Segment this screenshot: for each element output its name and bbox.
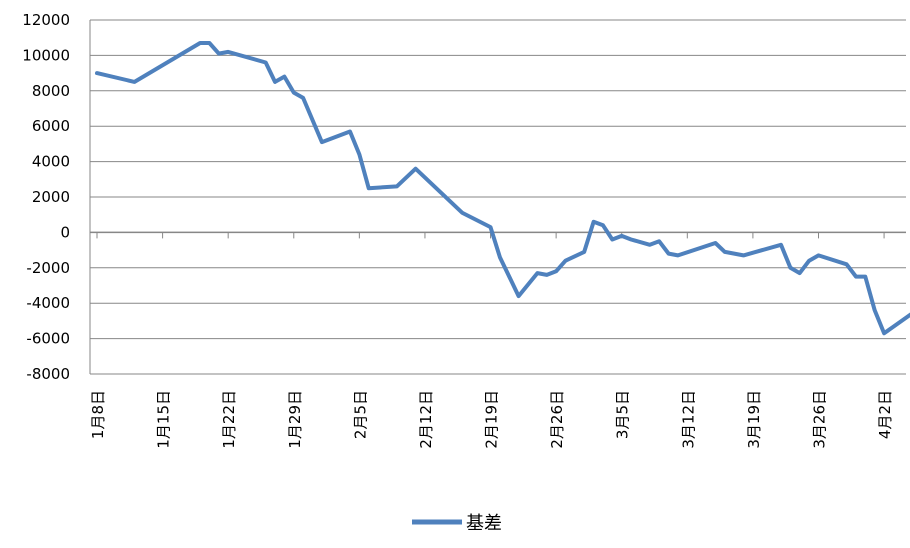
x-tick-label: 2月26日 xyxy=(548,390,566,449)
x-tick-label: 4月2日 xyxy=(876,390,894,439)
x-tick-label: 3月19日 xyxy=(745,390,763,449)
y-axis-ticks: 12000 10000 8000 6000 4000 2000 0 -2000 -4000 -60… xyxy=(22,11,70,383)
y-tick-label: 10000 xyxy=(22,46,70,64)
x-tick-label: 3月26日 xyxy=(810,390,828,449)
y-tick-label: -4000 xyxy=(26,294,70,312)
x-tick-label: 1月8日 xyxy=(89,390,107,439)
x-tick-label: 1月15日 xyxy=(155,390,173,449)
series-layer xyxy=(95,41,910,336)
y-tick-label: 4000 xyxy=(32,153,70,171)
x-tick-label: 2月5日 xyxy=(351,390,369,439)
y-tick-label: 6000 xyxy=(32,117,70,135)
legend-label: 基差 xyxy=(466,513,502,534)
x-tick-label: 3月5日 xyxy=(614,390,632,439)
y-tick-label: 0 xyxy=(60,223,70,241)
y-tick-label: 8000 xyxy=(32,82,70,100)
x-tick-label: 1月29日 xyxy=(286,390,304,449)
x-tick-label: 2月19日 xyxy=(483,390,501,449)
gridlines xyxy=(90,19,906,375)
y-tick-label: 2000 xyxy=(32,188,70,206)
series-line-jicha xyxy=(95,41,910,336)
y-tick-label: -2000 xyxy=(26,259,70,277)
x-axis xyxy=(89,20,906,374)
x-tick-label: 3月12日 xyxy=(679,390,697,449)
x-axis-ticks: 1月8日 1月15日 1月22日 1月29日 2月5日 2月12日 2月19日 2月26日 3月… xyxy=(89,232,894,449)
y-tick-label: 12000 xyxy=(22,11,70,29)
y-tick-label: -6000 xyxy=(26,330,70,348)
x-tick-label: 2月12日 xyxy=(417,390,435,449)
legend: 基差 xyxy=(412,513,502,534)
y-tick-label: -8000 xyxy=(26,365,70,383)
x-tick-label: 1月22日 xyxy=(220,390,238,449)
